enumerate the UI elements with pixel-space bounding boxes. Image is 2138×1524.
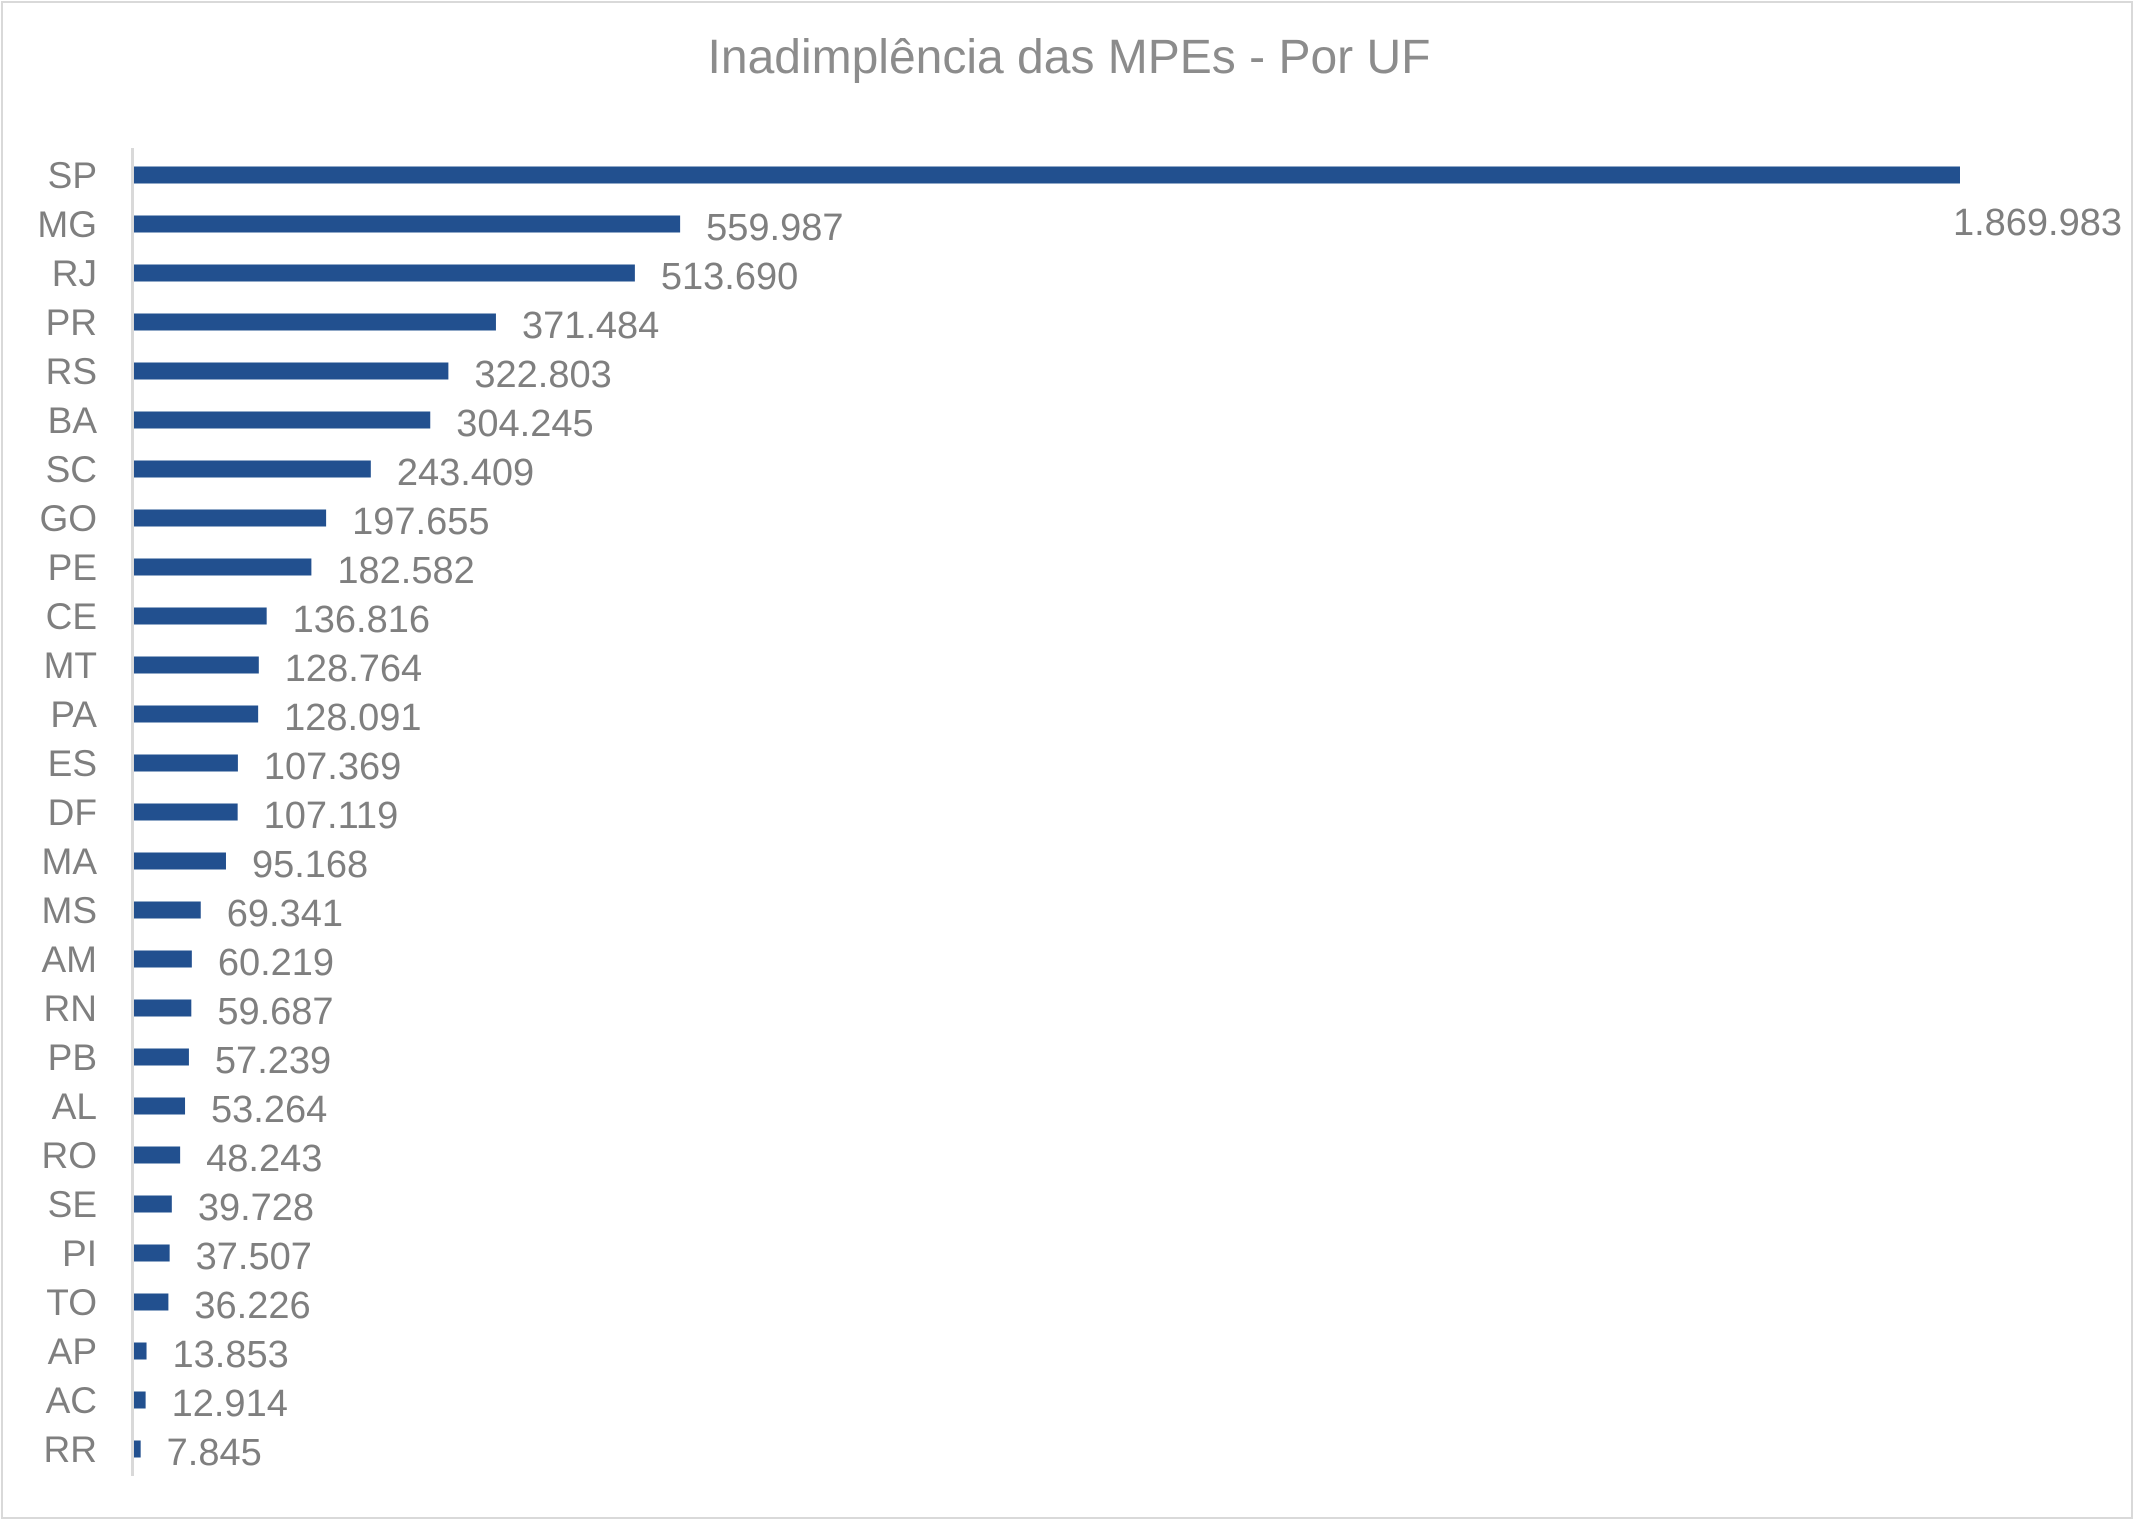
bar-ro xyxy=(133,1146,181,1164)
bar-pe xyxy=(133,558,312,576)
category-label-pb: PB xyxy=(48,1037,97,1078)
value-label-to: 36.226 xyxy=(194,1285,310,1327)
bar-rj xyxy=(133,264,635,282)
value-label-pb: 57.239 xyxy=(215,1040,331,1082)
category-label-rs: RS xyxy=(46,351,97,392)
value-label-df: 107.119 xyxy=(264,795,399,837)
category-label-rj: RJ xyxy=(52,253,97,294)
bar-ba xyxy=(133,411,431,429)
value-label-go: 197.655 xyxy=(352,501,489,543)
bar-al xyxy=(133,1097,186,1115)
bar-rr xyxy=(133,1440,141,1458)
value-label-ba: 304.245 xyxy=(456,403,593,445)
category-label-pi: PI xyxy=(62,1233,97,1274)
category-label-al: AL xyxy=(52,1086,97,1127)
bar-ce xyxy=(133,607,267,625)
bar-rs xyxy=(133,362,449,380)
category-label-rn: RN xyxy=(44,988,97,1029)
value-label-rj: 513.690 xyxy=(661,256,798,298)
value-label-am: 60.219 xyxy=(218,942,334,984)
category-label-go: GO xyxy=(39,498,97,539)
value-label-se: 39.728 xyxy=(198,1187,314,1229)
value-label-mg: 559.987 xyxy=(706,207,843,249)
value-label-es: 107.369 xyxy=(264,746,401,788)
value-label-ac: 12.914 xyxy=(172,1383,288,1425)
value-label-rr: 7.845 xyxy=(167,1432,262,1474)
bar-ac xyxy=(133,1391,146,1409)
category-label-ap: AP xyxy=(48,1331,97,1372)
chart-title: Inadimplência das MPEs - Por UF xyxy=(707,31,1431,84)
category-label-ac: AC xyxy=(46,1380,97,1421)
value-label-pi: 37.507 xyxy=(196,1236,312,1278)
bars-layer xyxy=(133,166,1960,1458)
bar-sc xyxy=(133,460,371,478)
category-label-es: ES xyxy=(48,743,97,784)
value-label-pr: 371.484 xyxy=(522,305,659,347)
value-label-mt: 128.764 xyxy=(285,648,422,690)
category-label-to: TO xyxy=(46,1282,97,1323)
value-label-sp: 1.869.983 xyxy=(1953,202,2122,244)
value-label-ro: 48.243 xyxy=(206,1138,322,1180)
bar-mt xyxy=(133,656,259,674)
value-label-ms: 69.341 xyxy=(227,893,343,935)
value-label-rn: 59.687 xyxy=(217,991,333,1033)
bar-sp xyxy=(133,166,1960,184)
bar-df xyxy=(133,803,238,821)
bar-pa xyxy=(133,705,259,723)
bar-pi xyxy=(133,1244,170,1262)
value-label-al: 53.264 xyxy=(211,1089,327,1131)
bar-ap xyxy=(133,1342,147,1360)
category-label-ce: CE xyxy=(46,596,97,637)
category-label-am: AM xyxy=(42,939,98,980)
bar-to xyxy=(133,1293,169,1311)
category-label-se: SE xyxy=(48,1184,97,1225)
category-label-ba: BA xyxy=(48,400,98,441)
value-label-ce: 136.816 xyxy=(293,599,430,641)
bar-ms xyxy=(133,901,201,919)
category-label-ro: RO xyxy=(42,1135,98,1176)
category-label-pe: PE xyxy=(48,547,97,588)
bar-am xyxy=(133,950,192,968)
category-labels: SP MG RJ PR RS BA SC GO PE CE MT PA ES DF MA MS AM RN PB AL… xyxy=(37,155,97,1470)
category-label-sc: SC xyxy=(46,449,97,490)
bar-se xyxy=(133,1195,172,1213)
category-label-pa: PA xyxy=(50,694,97,735)
category-label-sp: SP xyxy=(48,155,97,196)
value-label-ma: 95.168 xyxy=(252,844,368,886)
value-label-sc: 243.409 xyxy=(397,452,534,494)
category-label-ms: MS xyxy=(42,890,98,931)
value-label-pe: 182.582 xyxy=(337,550,474,592)
category-label-mg: MG xyxy=(37,204,97,245)
bar-rn xyxy=(133,999,192,1017)
value-label-pa: 128.091 xyxy=(284,697,421,739)
value-label-rs: 322.803 xyxy=(474,354,611,396)
category-label-df: DF xyxy=(48,792,97,833)
bar-pb xyxy=(133,1048,189,1066)
category-label-rr: RR xyxy=(44,1429,97,1470)
bar-go xyxy=(133,509,327,527)
category-label-pr: PR xyxy=(46,302,97,343)
bar-es xyxy=(133,754,238,772)
bar-mg xyxy=(133,215,681,233)
bar-ma xyxy=(133,852,226,870)
category-label-ma: MA xyxy=(42,841,98,882)
category-label-mt: MT xyxy=(44,645,97,686)
value-label-ap: 13.853 xyxy=(173,1334,289,1376)
bar-pr xyxy=(133,313,496,331)
